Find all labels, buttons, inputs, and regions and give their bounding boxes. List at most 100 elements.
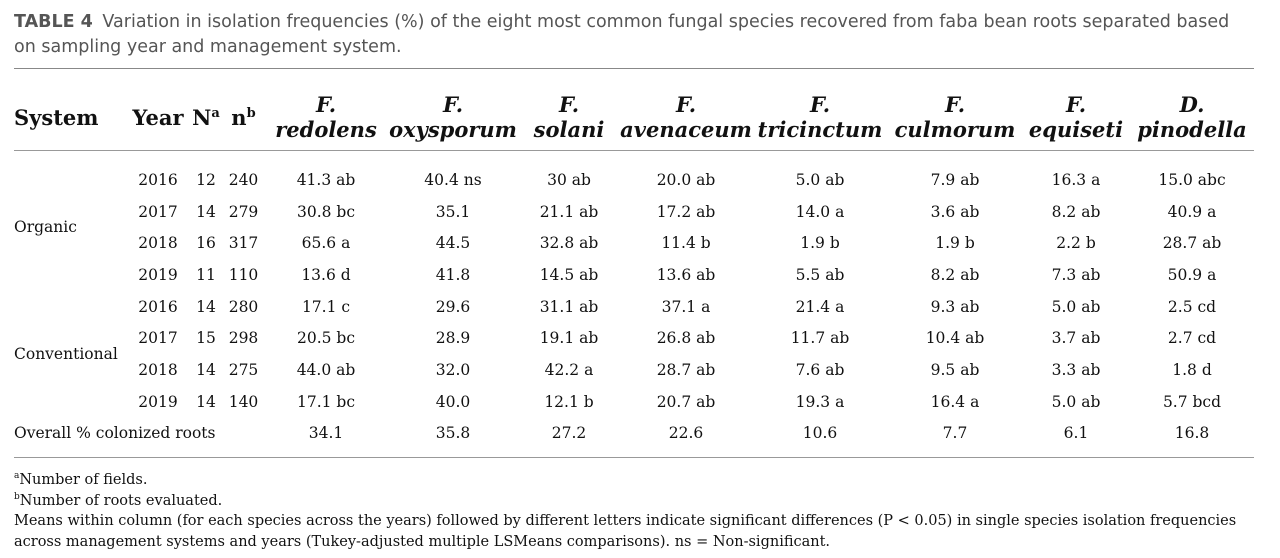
cell-year: 2017: [138, 329, 178, 348]
header-rule: [14, 150, 1254, 151]
header-species: F. redolens: [275, 92, 377, 142]
cell-value: 40.0: [435, 392, 471, 411]
cell-year: 2019: [138, 392, 178, 411]
cell-value: 5.0 ab: [1051, 297, 1101, 316]
cell-value: 8.2 ab: [1051, 202, 1101, 221]
cell-value: 20.7 ab: [656, 392, 716, 411]
cell-value: 21.1 ab: [539, 202, 599, 221]
table-caption: TABLE 4 Variation in isolation frequenci…: [14, 10, 1254, 60]
cell-value: 5.0 ab: [1051, 392, 1101, 411]
cell-year: 2017: [138, 202, 178, 221]
overall-label: Overall % colonized roots: [14, 424, 216, 443]
cell-value: 10.4 ab: [925, 329, 985, 348]
header-species: F. culmorum: [894, 92, 1016, 142]
overall-value: 10.6: [802, 424, 838, 443]
cell-value: 16.3 a: [1051, 170, 1101, 189]
overall-value: 22.6: [668, 424, 704, 443]
footnote-means: Means within column (for each species ac…: [14, 513, 1237, 550]
header-species: F. equiseti: [1028, 92, 1124, 142]
cell-value: 14.5 ab: [539, 265, 599, 284]
cell-value: 5.5 ab: [795, 265, 845, 284]
cell-n: 317: [228, 234, 259, 253]
cell-value: 11.7 ab: [790, 329, 850, 348]
cell-value: 28.9: [435, 329, 471, 348]
overall-value: 7.7: [942, 424, 968, 443]
cell-value: 50.9 a: [1167, 265, 1217, 284]
footnotes: aNumber of fields. bNumber of roots eval…: [14, 470, 1264, 552]
cell-value: 7.6 ab: [795, 360, 845, 379]
header-system: System: [14, 104, 99, 130]
cell-value: 20.5 bc: [296, 329, 356, 348]
system-organic: Organic: [14, 218, 77, 237]
cell-value: 9.5 ab: [930, 360, 980, 379]
cell-value: 17.1 bc: [296, 392, 356, 411]
cell-value: 17.2 ab: [656, 202, 716, 221]
cell-value: 32.0: [435, 360, 471, 379]
cell-value: 5.0 ab: [795, 170, 845, 189]
caption-text: Variation in isolation frequencies (%) o…: [14, 12, 1230, 57]
cell-value: 19.3 a: [795, 392, 845, 411]
header-species: D. pinodella: [1137, 92, 1247, 142]
cell-value: 3.6 ab: [930, 202, 980, 221]
cell-value: 40.9 a: [1167, 202, 1217, 221]
cell-value: 15.0 abc: [1158, 170, 1226, 189]
cell-value: 12.1 b: [544, 392, 594, 411]
cell-value: 28.7 ab: [1162, 234, 1222, 253]
cell-value: 37.1 a: [661, 297, 711, 316]
bottom-rule: [14, 457, 1254, 458]
header-N: Na: [192, 104, 220, 130]
overall-value: 27.2: [551, 424, 587, 443]
cell-value: 19.1 ab: [539, 329, 599, 348]
table-row: 2019 14 140 17.1 bc 40.0 12.1 b 20.7 ab …: [14, 386, 1254, 418]
cell-value: 7.9 ab: [930, 170, 980, 189]
cell-value: 7.3 ab: [1051, 265, 1101, 284]
table-row: 2017 14 279 30.8 bc 35.1 21.1 ab 17.2 ab…: [14, 196, 1254, 228]
cell-year: 2018: [138, 234, 178, 253]
footnote-a: aNumber of fields.: [14, 471, 148, 488]
system-conventional: Conventional: [14, 345, 118, 364]
cell-value: 2.7 cd: [1167, 329, 1217, 348]
cell-n: 140: [228, 392, 259, 411]
header-species: F. solani: [533, 92, 605, 142]
cell-value: 17.1 c: [301, 297, 351, 316]
cell-value: 1.8 d: [1172, 360, 1212, 379]
cell-value: 9.3 ab: [930, 297, 980, 316]
cell-value: 42.2 a: [544, 360, 594, 379]
table-row: 2019 11 110 13.6 d 41.8 14.5 ab 13.6 ab …: [14, 259, 1254, 291]
header-species: F. avenaceum: [620, 92, 752, 142]
cell-value: 11.4 b: [661, 234, 711, 253]
table-row: 2017 15 298 20.5 bc 28.9 19.1 ab 26.8 ab…: [14, 322, 1254, 354]
cell-value: 8.2 ab: [930, 265, 980, 284]
cell-value: 16.4 a: [930, 392, 980, 411]
overall-value: 35.8: [435, 424, 471, 443]
cell-value: 44.5: [435, 234, 471, 253]
table-row: 2018 16 317 65.6 a 44.5 32.8 ab 11.4 b 1…: [14, 227, 1254, 259]
cell-value: 21.4 a: [795, 297, 845, 316]
cell-value: 29.6: [435, 297, 471, 316]
header-species: F. tricinctum: [757, 92, 883, 142]
cell-value: 31.1 ab: [539, 297, 599, 316]
cell-value: 32.8 ab: [539, 234, 599, 253]
cell-value: 2.5 cd: [1167, 297, 1217, 316]
header-n: nb: [231, 104, 256, 130]
cell-year: 2016: [138, 170, 178, 189]
cell-n: 240: [228, 170, 259, 189]
overall-value: 34.1: [308, 424, 344, 443]
cell-n: 298: [228, 329, 259, 348]
cell-value: 40.4 ns: [424, 170, 482, 189]
cell-value: 30.8 bc: [296, 202, 356, 221]
cell-year: 2019: [138, 265, 178, 284]
overall-value: 16.8: [1174, 424, 1210, 443]
cell-N: 14: [196, 297, 216, 316]
cell-value: 2.2 b: [1056, 234, 1096, 253]
cell-n: 280: [228, 297, 259, 316]
cell-value: 30 ab: [547, 170, 591, 189]
cell-value: 28.7 ab: [656, 360, 716, 379]
cell-n: 275: [228, 360, 259, 379]
cell-value: 41.8: [435, 265, 471, 284]
cell-N: 14: [196, 392, 216, 411]
cell-n: 110: [228, 265, 259, 284]
cell-year: 2018: [138, 360, 178, 379]
cell-N: 15: [196, 329, 216, 348]
top-rule: [14, 68, 1254, 69]
